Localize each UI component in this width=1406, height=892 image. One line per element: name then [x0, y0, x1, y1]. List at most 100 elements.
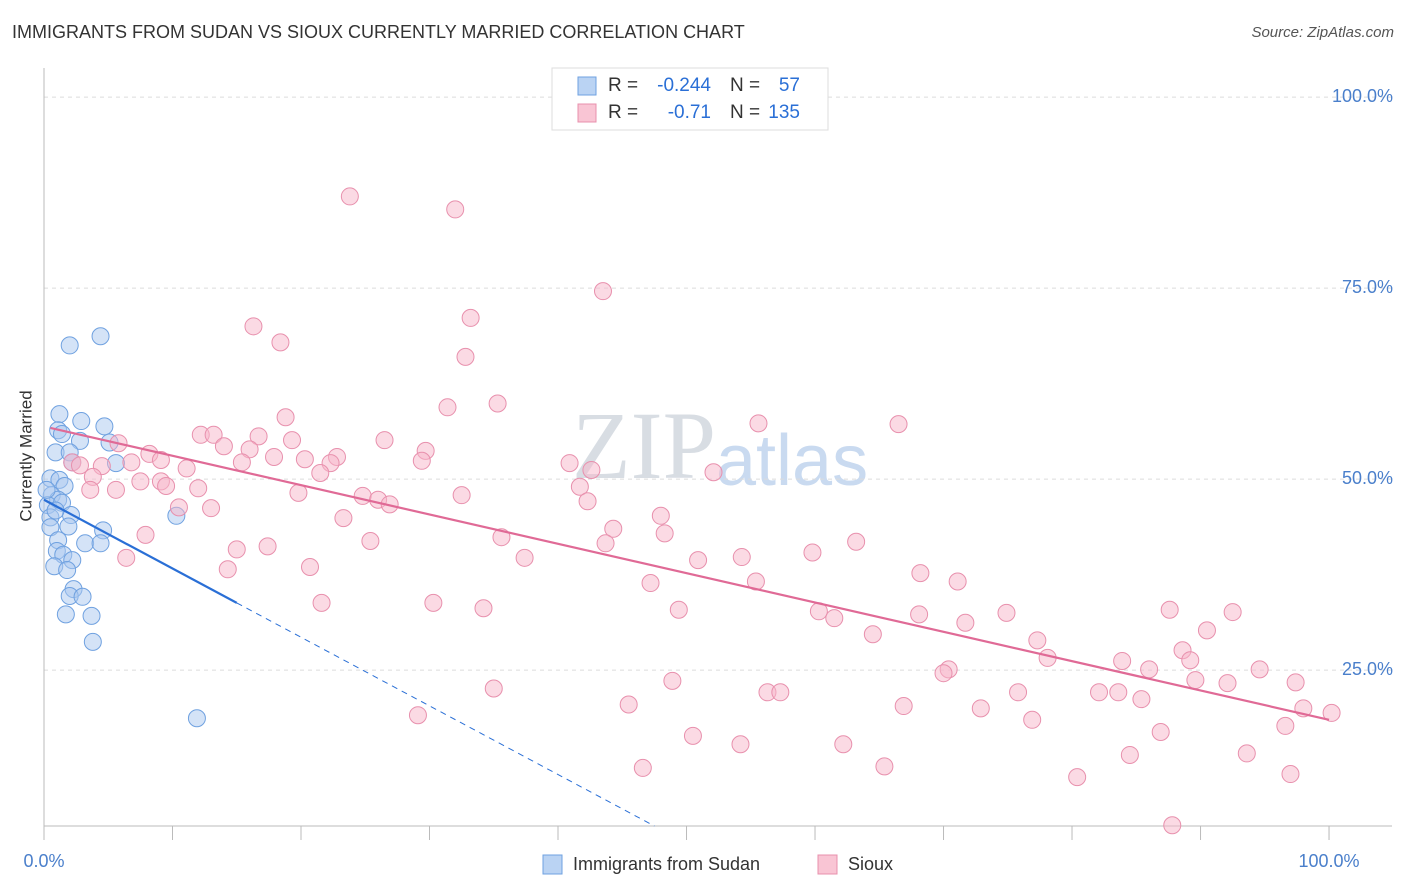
point [934, 664, 953, 683]
point [187, 709, 206, 728]
point [1009, 683, 1028, 702]
point [1120, 745, 1139, 764]
point [258, 537, 277, 556]
point [1223, 603, 1242, 622]
point [340, 187, 359, 206]
point [732, 548, 751, 567]
y-tick-label: 75.0% [1342, 277, 1393, 297]
point [204, 425, 223, 444]
watermark: ZIP [572, 392, 716, 499]
point [651, 506, 670, 525]
point [704, 463, 723, 482]
point [1028, 631, 1047, 650]
point [894, 697, 913, 716]
point [488, 394, 507, 413]
point [56, 605, 75, 624]
legend-r: -0.71 [668, 102, 711, 123]
point [578, 492, 597, 511]
legend-swatch [577, 76, 597, 96]
legend-n-label: N = [730, 75, 760, 96]
point [91, 534, 110, 553]
point [461, 308, 480, 327]
legend-swatch [577, 103, 597, 123]
point [271, 333, 290, 352]
watermark: atlas [716, 421, 868, 501]
point [59, 517, 78, 536]
point [276, 408, 295, 427]
point [582, 460, 601, 479]
point [1090, 683, 1109, 702]
point [1151, 723, 1170, 742]
point [1250, 660, 1269, 679]
y-tick-label: 50.0% [1342, 468, 1393, 488]
point [889, 415, 908, 434]
point [834, 735, 853, 754]
point [570, 477, 589, 496]
point [301, 557, 320, 576]
point [408, 706, 427, 725]
legend-n: 135 [768, 102, 800, 123]
point [169, 498, 188, 517]
point [334, 509, 353, 528]
point [1113, 651, 1132, 670]
point [1237, 744, 1256, 763]
point [1181, 651, 1200, 670]
point [218, 560, 237, 579]
point [875, 757, 894, 776]
point [515, 548, 534, 567]
point [1068, 768, 1087, 787]
point [604, 519, 623, 538]
point [1218, 674, 1237, 693]
point [83, 632, 102, 651]
point [106, 480, 125, 499]
point [948, 572, 967, 591]
legend-box [551, 67, 829, 131]
point [95, 417, 114, 436]
legend-swatch [542, 854, 563, 875]
point [312, 593, 331, 612]
point [265, 447, 284, 466]
point [295, 450, 314, 469]
point [117, 548, 136, 567]
point [424, 593, 443, 612]
x-tick-label: 100.0% [1299, 851, 1360, 871]
point [863, 625, 882, 644]
point [91, 327, 110, 346]
point [633, 758, 652, 777]
y-tick-label: 25.0% [1342, 659, 1393, 679]
point [593, 282, 612, 301]
legend-r-label: R = [608, 75, 638, 96]
point [151, 451, 170, 470]
point [227, 540, 246, 559]
point [1286, 673, 1305, 692]
point [956, 613, 975, 632]
point [474, 599, 493, 618]
point [1322, 703, 1341, 722]
legend-r: -0.244 [657, 75, 711, 96]
point [50, 405, 69, 424]
point [70, 456, 89, 475]
point [997, 603, 1016, 622]
y-axis-label: Currently Married [16, 390, 35, 521]
point [361, 532, 380, 551]
point [1160, 600, 1179, 619]
point [81, 480, 100, 499]
point [669, 600, 688, 619]
point [72, 412, 91, 431]
point [283, 431, 302, 450]
point [37, 480, 56, 499]
point [619, 695, 638, 714]
point [189, 479, 208, 498]
point [157, 477, 176, 495]
point [82, 606, 101, 625]
point [484, 679, 503, 698]
legend-swatch [817, 854, 838, 875]
legend-r-label: R = [608, 102, 638, 123]
point [438, 398, 457, 417]
point [249, 427, 268, 446]
point [596, 534, 615, 553]
point [60, 336, 79, 355]
point [73, 587, 92, 606]
